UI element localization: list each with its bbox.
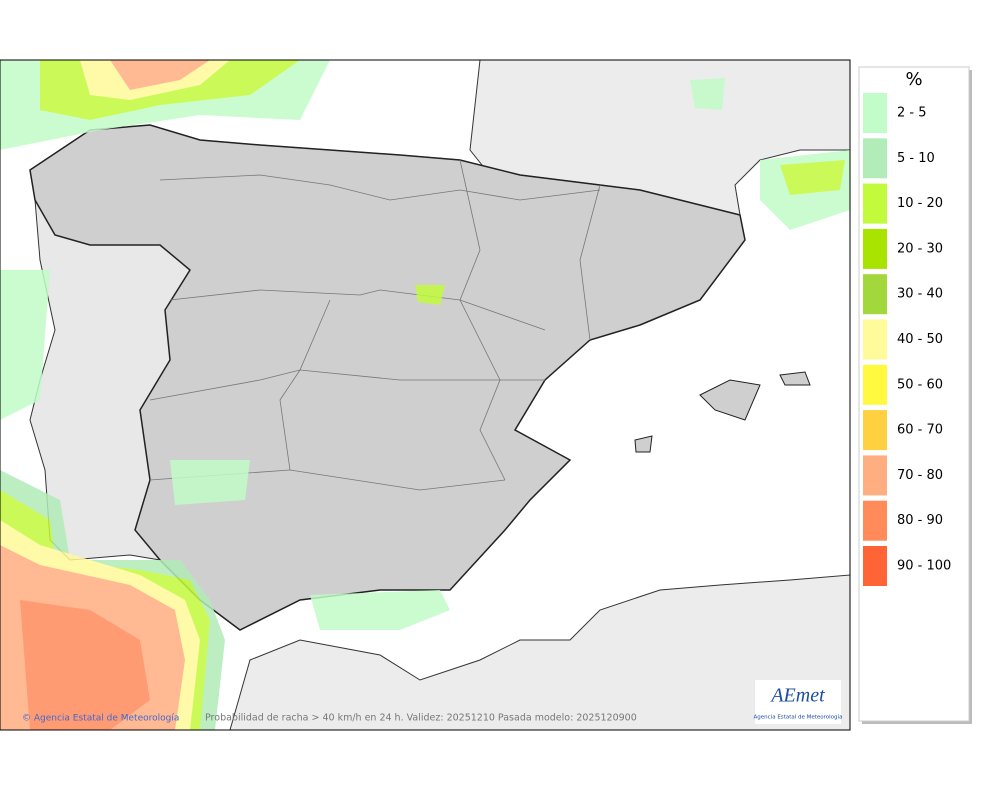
- logo-box: [755, 680, 841, 724]
- legend-label: 30 - 40: [897, 287, 943, 302]
- legend: % 2 - 5 5 - 10 10 - 20 20 - 30 30 - 40 40 - 5…: [858, 66, 972, 724]
- logo-subtitle: Agencia Estatal de Meteorología: [754, 714, 843, 721]
- legend-label: 5 - 10: [897, 151, 935, 166]
- legend-label: 10 - 20: [897, 196, 943, 211]
- legend-label: 2 - 5: [897, 106, 927, 121]
- map: © Agencia Estatal de Meteorología Probab…: [0, 59, 851, 731]
- legend-label: 90 - 100: [897, 559, 951, 574]
- legend-label: 50 - 60: [897, 377, 943, 392]
- legend-swatch: [863, 364, 887, 405]
- probability-areas: [0, 60, 850, 730]
- africa: [229, 574, 851, 731]
- legend-swatch: [863, 274, 887, 315]
- legend-swatch: [863, 500, 887, 541]
- legend-label: 60 - 70: [897, 423, 943, 438]
- legend-swatch: [863, 455, 887, 496]
- legend-swatch: [863, 546, 887, 586]
- legend-swatch: [863, 410, 887, 451]
- legend-label: 70 - 80: [897, 468, 943, 483]
- legend-swatch: [863, 183, 887, 224]
- balearics: [634, 371, 811, 453]
- map-frame: [0, 59, 851, 731]
- caption: Probabilidad de racha > 40 km/h en 24 h.…: [205, 713, 637, 724]
- legend-swatch: [863, 228, 887, 269]
- legend-title: %: [905, 69, 922, 90]
- logo: AEmet: [769, 685, 825, 707]
- legend-swatch: [863, 138, 887, 179]
- legend-swatch: [863, 319, 887, 360]
- spain: [29, 124, 746, 631]
- legend-label: 80 - 90: [897, 513, 943, 528]
- legend-label: 20 - 30: [897, 241, 943, 256]
- legend-swatch: [863, 93, 887, 133]
- legend-label: 40 - 50: [897, 332, 943, 347]
- credit: © Agencia Estatal de Meteorología: [22, 714, 179, 724]
